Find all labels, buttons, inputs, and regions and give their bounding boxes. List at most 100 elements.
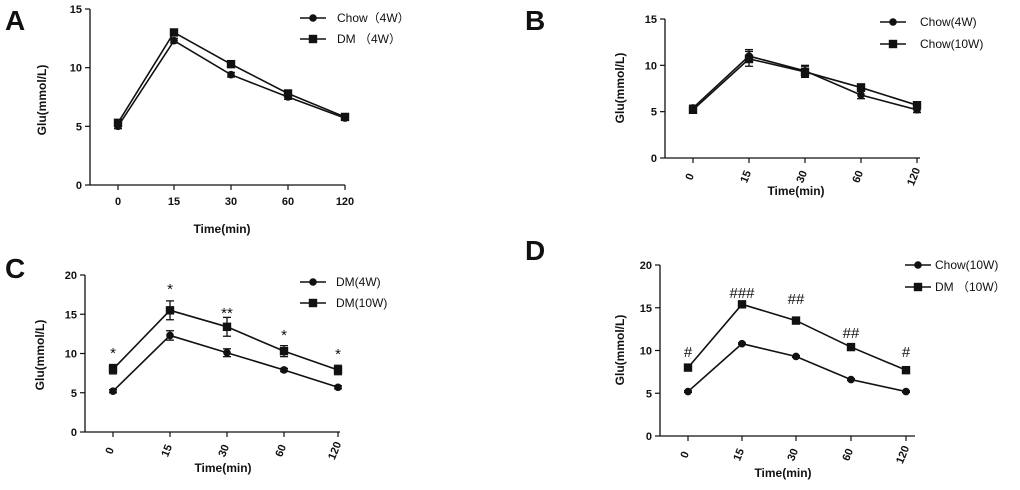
series-line bbox=[687, 342, 907, 393]
legend-marker-square bbox=[308, 298, 318, 308]
data-point-circle bbox=[170, 36, 178, 45]
significance-annotation: # bbox=[684, 344, 693, 361]
x-tick-label: 120 bbox=[905, 166, 923, 188]
significance-annotation: * bbox=[110, 345, 116, 362]
panel-letter: D bbox=[525, 235, 545, 266]
panel-c: C 0 5 10 15 20 0 15 30 60 120 Time(min) Glu(mmol/L) D… bbox=[5, 253, 387, 475]
data-point-circle bbox=[738, 339, 746, 348]
y-tick-label: 5 bbox=[76, 121, 82, 133]
legend-marker-circle bbox=[889, 18, 897, 26]
significance-annotation: ## bbox=[788, 291, 805, 308]
panel-a: A 0 5 10 15 0 15 30 60 120 Time(min) Glu(mmol/L) Cho… bbox=[5, 4, 410, 236]
y-tick-label: 0 bbox=[651, 153, 657, 165]
data-point-square bbox=[283, 89, 293, 98]
series-circle bbox=[684, 339, 910, 396]
data-point-circle bbox=[684, 387, 692, 396]
data-point-circle bbox=[857, 91, 865, 99]
legend-label: Chow(10W) bbox=[935, 258, 998, 272]
significance-annotation: * bbox=[335, 346, 341, 363]
x-tick-label: 30 bbox=[785, 447, 801, 463]
significance-annotation: * bbox=[167, 281, 173, 298]
x-tick-label: 120 bbox=[326, 440, 344, 462]
data-point-square bbox=[169, 28, 179, 37]
x-tick-label: 30 bbox=[794, 169, 810, 185]
data-point-circle bbox=[847, 375, 855, 384]
x-axis-title: Time(min) bbox=[193, 222, 250, 236]
significance-annotation: * bbox=[281, 327, 287, 344]
data-point-square bbox=[165, 306, 175, 315]
legend-marker-circle bbox=[914, 261, 922, 269]
data-point-square bbox=[791, 316, 801, 325]
data-point-circle bbox=[223, 348, 231, 357]
y-tick-label: 0 bbox=[76, 180, 82, 192]
x-axis-title: Time(min) bbox=[194, 461, 251, 475]
x-tick-label: 15 bbox=[731, 447, 747, 463]
data-point-square bbox=[340, 112, 350, 122]
y-tick-label: 20 bbox=[65, 270, 77, 282]
y-tick-label: 5 bbox=[646, 388, 652, 400]
series-square bbox=[683, 300, 911, 375]
x-tick-label: 60 bbox=[850, 169, 866, 185]
data-point-square bbox=[113, 118, 123, 128]
significance-annotation: # bbox=[902, 344, 911, 361]
legend-label: Chow(4W) bbox=[920, 15, 977, 29]
data-point-circle bbox=[280, 366, 288, 374]
y-axis-title: Glu(mmol/L) bbox=[35, 65, 49, 136]
data-point-square bbox=[912, 100, 922, 110]
legend-marker-square bbox=[308, 34, 318, 44]
panel-d: D 0 5 10 15 20 0 15 30 60 120 Time(min) Glu(mmol/L) C… bbox=[525, 235, 1006, 480]
data-point-square bbox=[279, 346, 289, 356]
significance-annotation: ** bbox=[221, 305, 233, 322]
data-point-circle bbox=[109, 387, 117, 395]
data-point-square bbox=[226, 59, 236, 69]
data-point-circle bbox=[227, 70, 235, 79]
y-tick-label: 15 bbox=[640, 303, 652, 315]
x-tick-label: 15 bbox=[159, 443, 175, 459]
series-line bbox=[692, 55, 918, 111]
y-axis-title: Glu(mmol/L) bbox=[613, 53, 627, 124]
x-tick-label: 30 bbox=[225, 196, 237, 208]
data-point-square bbox=[856, 83, 866, 92]
x-axis-title: Time(min) bbox=[754, 466, 811, 480]
data-point-square bbox=[846, 342, 856, 352]
x-tick-label: 60 bbox=[273, 443, 289, 459]
y-tick-label: 15 bbox=[65, 309, 77, 321]
data-point-circle bbox=[902, 387, 910, 396]
legend-marker-square bbox=[888, 39, 898, 49]
data-point-circle bbox=[792, 352, 800, 361]
data-point-square bbox=[901, 365, 911, 375]
x-axis-title: Time(min) bbox=[767, 184, 824, 198]
x-tick-label: 60 bbox=[282, 196, 294, 208]
data-point-square bbox=[800, 67, 810, 77]
legend-marker-circle bbox=[309, 278, 317, 286]
y-axis-title: Glu(mmol/L) bbox=[33, 320, 47, 391]
data-point-circle bbox=[166, 331, 174, 340]
legend-label: DM(4W) bbox=[336, 275, 381, 289]
data-point-square bbox=[222, 322, 232, 332]
data-point-square bbox=[108, 365, 118, 374]
y-tick-label: 0 bbox=[71, 427, 77, 439]
series-circle bbox=[114, 36, 349, 131]
y-tick-label: 10 bbox=[645, 60, 657, 72]
x-tick-label: 120 bbox=[894, 444, 912, 466]
y-tick-label: 20 bbox=[640, 260, 652, 272]
x-tick-label: 0 bbox=[115, 196, 121, 208]
data-point-square bbox=[683, 363, 693, 372]
x-tick-label: 15 bbox=[168, 196, 180, 208]
y-tick-label: 10 bbox=[65, 349, 77, 361]
significance-annotation: ## bbox=[843, 325, 860, 342]
data-point-circle bbox=[334, 383, 342, 392]
y-tick-label: 15 bbox=[70, 4, 82, 16]
y-tick-label: 0 bbox=[646, 431, 652, 443]
x-tick-label: 120 bbox=[336, 196, 354, 208]
y-tick-label: 5 bbox=[651, 107, 657, 119]
legend-label: DM （10W） bbox=[935, 280, 1006, 294]
data-point-square bbox=[737, 300, 747, 309]
legend-label: Chow（4W） bbox=[337, 11, 410, 25]
y-axis-title: Glu(mmol/L) bbox=[613, 315, 627, 386]
series-square bbox=[108, 300, 343, 376]
y-tick-label: 10 bbox=[70, 63, 82, 75]
y-tick-label: 5 bbox=[71, 388, 77, 400]
x-tick-label: 15 bbox=[738, 169, 754, 185]
